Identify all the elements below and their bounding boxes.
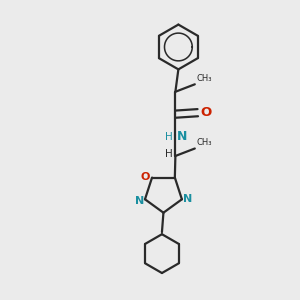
Text: CH₃: CH₃ bbox=[196, 138, 212, 147]
Text: N: N bbox=[183, 194, 192, 204]
Text: CH₃: CH₃ bbox=[196, 74, 212, 83]
Text: N: N bbox=[177, 130, 187, 143]
Text: N: N bbox=[135, 196, 144, 206]
Text: O: O bbox=[200, 106, 212, 118]
Text: H: H bbox=[165, 132, 173, 142]
Text: O: O bbox=[141, 172, 150, 182]
Text: H: H bbox=[165, 149, 173, 160]
